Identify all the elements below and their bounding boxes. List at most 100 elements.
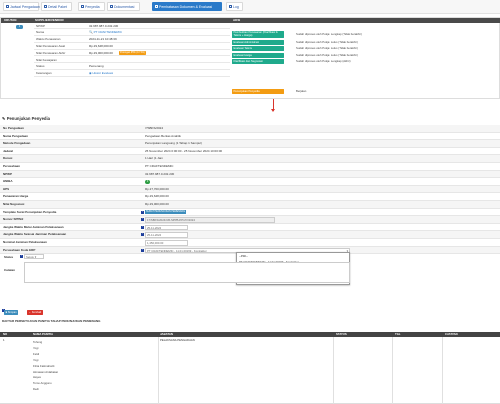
action-label: Evaluasi Administrasi <box>233 40 259 44</box>
tab-log[interactable]: Log <box>226 2 243 11</box>
col-jabatan: JABATAN <box>160 332 173 336</box>
marker-icon: i <box>20 255 23 258</box>
edit-icon: ✎ <box>2 116 7 121</box>
tab-jadwal-pengadaan[interactable]: Jadwal Pengadaan <box>3 2 40 11</box>
row-value: Rp.29,648,000.00 <box>89 43 113 48</box>
form-label: No Pengadaan <box>3 126 24 130</box>
col-aksi: AKSI <box>233 18 241 22</box>
form-row: Metode Pengadaan Penunjukan Langsung (1 T… <box>0 140 500 148</box>
marker-icon: i <box>141 210 144 214</box>
form-label: Jadwal <box>3 148 14 153</box>
member-name: Dedi <box>33 387 39 392</box>
action-note: Sudah diproses oleh Pokja: Lengkap (Tida… <box>296 31 362 36</box>
member-name: Feldi <box>33 351 40 356</box>
tab-pembatasan-dokumen-evaluasi[interactable]: Pembatasan Dokumen & Evaluasi <box>152 2 222 11</box>
marker-icon: i <box>2 309 5 312</box>
hniba-badge: 0 <box>145 179 150 184</box>
kembali-label: Kembali <box>31 311 42 314</box>
supplier-row: Nilai Kewajaran <box>34 57 230 64</box>
form-row: HPS Rp.27,700,000.00 <box>0 185 500 194</box>
action-label: Pembuktian Penawaran (Klarifikasi & Tekn… <box>233 31 278 38</box>
template-label[interactable]: SURAT PENUNJUKAN PEMENANG <box>145 210 187 215</box>
tab-penyedia[interactable]: Penyedia <box>78 2 105 11</box>
supplier-name-link[interactable]: 🔍 PT CRAFTENDEMIC <box>89 30 123 35</box>
action-label: Penunjukan Penyedia <box>233 90 260 93</box>
form-label: Template Surat Penunjukan Penyedia <box>3 209 57 214</box>
form-value: Penunjukan Langsung (1 Tahap 1 Sampul) <box>145 141 202 146</box>
form-value: Rp.29,648,000.00 <box>145 194 169 199</box>
approval-table-header: NO NAMA PANITIA JABATAN STATUS TGL CATAT… <box>0 332 500 337</box>
row-no: 1 <box>3 338 5 342</box>
form-label: Perusahaan Kode ERP <box>3 247 36 252</box>
member-name: Yogi <box>33 357 39 362</box>
action-penunjukan-button[interactable]: Penunjukan Penyedia <box>232 89 284 95</box>
approval-table-title: DAFTAR PERSETUJUAN PANITIA TAHAP PENUNJU… <box>2 319 101 323</box>
tab-detail-paket[interactable]: Detail Paket <box>41 2 72 11</box>
row-label: Nilai Kewajaran <box>36 57 57 62</box>
divider <box>442 337 443 404</box>
action-teknis-button[interactable]: Evaluasi Teknis <box>232 46 284 52</box>
form-row: No Pengadaan 7/SBKS/2024 <box>0 125 500 133</box>
tab-bar: Jadwal Pengadaan Detail Paket Penyedia D… <box>0 0 500 14</box>
action-administrasi-button[interactable]: Evaluasi Administrasi <box>232 39 284 45</box>
selesai-jaminan-input[interactable]: 25-11-2024 <box>145 232 188 238</box>
supplier-row: NPWP 32.987.987.0.232.230 <box>34 23 230 30</box>
marker-icon: i <box>141 225 144 229</box>
dropdown-option[interactable]: --Pilih-- <box>239 254 249 258</box>
histori-evaluasi-link[interactable]: ◉ Histori Evaluasi <box>89 71 114 76</box>
action-pembuktian-button[interactable]: Pembuktian Penawaran (Klarifikasi & Tekn… <box>232 31 284 38</box>
form-label: NPWP <box>3 171 12 176</box>
row-label: Keterangan <box>36 71 52 76</box>
form-value: Rp.29,000,000.00 <box>145 202 169 206</box>
form-row: Nomor SPPBJ i 17/SBKS/2024/UB-SPPBJ/PC/IV/… <box>0 216 500 224</box>
row-value: 2024-11-21 10:48:39 <box>89 37 117 42</box>
calendar-icon <box>6 5 9 9</box>
form-label: Nominal Jaminan Pelaksanaan <box>3 240 47 244</box>
action-negosiasi-button[interactable]: Klarifikasi dan Negosiasi <box>232 59 284 65</box>
form-label: Jangka Waktu Selesai Jaminan Pelaksanaan <box>3 232 67 237</box>
form-value: 1 Hari (1 Jam <box>145 156 164 161</box>
form-label: Durasi <box>3 156 13 161</box>
supplier-row: Nama 🔍 PT CRAFTENDEMIC <box>34 29 230 37</box>
evaluation-table-header: URUTAN SUPPLIER/VENDOR AKSI <box>1 18 500 23</box>
approval-table-row: 1 PELAKSANA PENGADAAN <box>0 337 500 404</box>
form-value: 32.987.987.0.232.230 <box>145 171 175 176</box>
action-label: Evaluasi Harga <box>233 53 252 57</box>
col-status: STATUS <box>336 332 347 336</box>
form-label: Jangka Waktu Mulai Jaminan Pelaksanaan <box>3 224 64 229</box>
form-row: HNIBA 0 <box>0 178 500 186</box>
member-name: Hayes <box>33 375 41 380</box>
row-label: Nilai Penawaran Awal <box>36 43 65 48</box>
tab-dokumentasi[interactable]: Dokumentasi <box>107 2 140 11</box>
status-select[interactable]: Setuju ▾ <box>24 253 44 260</box>
action-harga-button[interactable]: Evaluasi Harga <box>232 52 284 58</box>
nominal-jaminan-input[interactable]: 1,450,000.00 <box>145 240 188 246</box>
kembali-button[interactable]: ← Kembali <box>27 310 43 315</box>
form-row: NPWP 32.987.987.0.232.230 <box>0 170 500 179</box>
col-urutan: URUTAN <box>4 18 17 22</box>
form-row: Jangka Waktu Selesai Jaminan Pelaksanaan… <box>0 231 500 239</box>
row-value: PT CRAFTENDEMIC <box>93 30 123 35</box>
form-value: Rp.27,700,000.00 <box>145 186 169 191</box>
form-value: 25 November 2024 0:00:00 - 25 November 2… <box>145 148 223 153</box>
member-name: Fitria Fatimahazit <box>33 363 55 368</box>
col-no: NO <box>3 332 8 336</box>
catatan-textarea[interactable] <box>24 262 350 283</box>
col-nama: NAMA PANITIA <box>33 332 54 336</box>
form-row: Template Surat Penunjukan Penyedia i SURAT… <box>0 209 500 217</box>
supplier-row: Status Pemenang <box>34 63 230 71</box>
chevron-down-icon: ▾ <box>346 248 348 253</box>
form-row: Nama Pengadaan Pengadaan Berkas Analitik <box>0 133 500 141</box>
list-icon <box>229 5 232 9</box>
simpan-button[interactable]: ■ Simpan <box>4 310 19 315</box>
mulai-jaminan-input[interactable]: 25-11-2024 <box>145 224 188 231</box>
nomor-sppbj-input[interactable]: 17/SBKS/2024/UB-SPPBJ/PC/IV/2024 <box>145 217 275 223</box>
divider <box>158 337 159 404</box>
col-supplier: SUPPLIER/VENDOR <box>35 18 64 22</box>
users-icon <box>81 5 84 9</box>
row-value: Rp.29,000,000.00 <box>89 50 113 55</box>
form-row: Nominal Jaminan Pelaksanaan 1,450,000.00 <box>0 239 500 247</box>
row-value: Histori Evaluasi <box>92 71 114 76</box>
form-label: Penawaran Harga <box>3 194 29 199</box>
row-label: NPWP <box>36 23 45 28</box>
